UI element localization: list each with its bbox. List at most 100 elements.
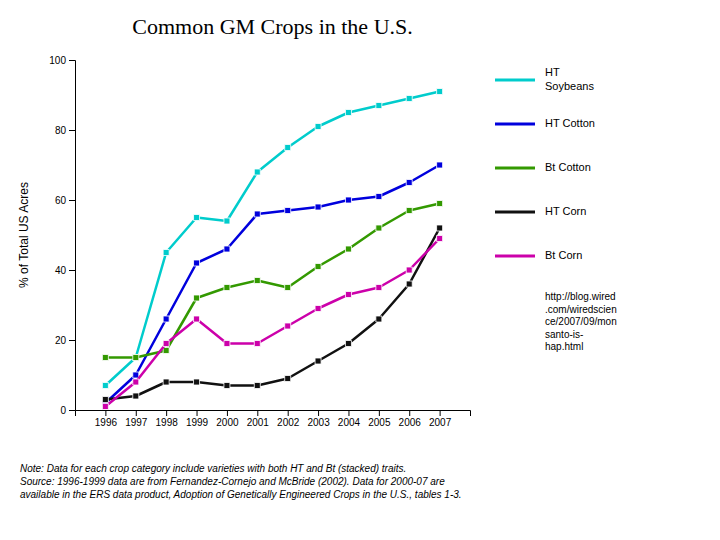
point (285, 323, 291, 329)
point (163, 341, 169, 347)
point (437, 201, 443, 207)
x-tick: 1999 (186, 410, 209, 428)
x-axis: 1996199719981999200020012002200320042005… (76, 410, 471, 428)
x-tick: 2007 (429, 410, 452, 428)
legend-swatch (495, 167, 535, 170)
legend: HTSoybeans HT Cotton Bt Cotton HT Corn Bt Co… (495, 66, 595, 261)
legend-entry: HT Cotton (495, 117, 595, 129)
x-tick-mark (227, 410, 228, 416)
line (105, 165, 439, 403)
point (133, 355, 139, 361)
x-tick-mark (105, 410, 106, 416)
x-tick-label: 1999 (186, 417, 209, 428)
text-line: Source: 1996-1999 data are from Fernande… (20, 476, 445, 487)
point (345, 341, 351, 347)
line (105, 239, 439, 407)
y-tick-mark (69, 410, 75, 411)
point (376, 285, 382, 291)
point (376, 194, 382, 200)
point (102, 355, 108, 361)
legend-label: Bt Corn (545, 249, 582, 261)
point (133, 355, 139, 361)
point (437, 89, 443, 95)
x-tick-label: 2002 (277, 417, 300, 428)
x-tick: 1997 (125, 410, 148, 428)
legend-swatch (495, 211, 535, 214)
y-tick-label: 100 (49, 55, 66, 66)
x-tick-mark (379, 410, 380, 416)
x-tick: 1998 (156, 410, 179, 428)
text-line: santo-is- (545, 329, 583, 340)
point (194, 215, 200, 221)
point (376, 103, 382, 109)
y-axis: 020406080100 (49, 55, 75, 416)
point (102, 383, 108, 389)
title: Common GM Crops in the U.S. (132, 14, 413, 39)
point (406, 281, 412, 287)
legend-swatch (495, 255, 535, 258)
legend-label: Bt Cotton (545, 161, 591, 173)
plot-data (102, 89, 442, 410)
text-line: http://blog.wired (545, 291, 616, 302)
x-tick-mark (197, 410, 198, 416)
x-tick: 2005 (368, 410, 391, 428)
text-line: Note: Data for each crop category includ… (20, 463, 406, 474)
point (345, 197, 351, 203)
point (406, 267, 412, 273)
x-tick-mark (288, 410, 289, 416)
y-axis-line (69, 61, 76, 411)
x-tick-label: 2007 (429, 417, 452, 428)
point (224, 285, 230, 291)
x-tick-mark (348, 410, 349, 416)
y-tick: 40 (55, 265, 75, 276)
point (376, 316, 382, 322)
legend-label: HTSoybeans (545, 66, 594, 91)
point (406, 208, 412, 214)
text-line: hap.html (545, 341, 583, 352)
series (102, 162, 442, 406)
legend-label: HT Corn (545, 205, 586, 217)
x-tick: 2004 (338, 410, 361, 428)
point (285, 145, 291, 151)
x-tick-label: 2004 (338, 417, 361, 428)
point (194, 260, 200, 266)
x-tick-label: 1996 (95, 417, 118, 428)
point (254, 278, 260, 284)
legend-entry: Bt Corn (495, 249, 582, 261)
point (194, 316, 200, 322)
point (254, 169, 260, 175)
chart: 1996199719981999200020012002200320042005… (0, 0, 720, 540)
point (133, 379, 139, 385)
text-line: Soybeans (545, 80, 594, 92)
y-tick-mark (69, 270, 75, 271)
point (376, 225, 382, 231)
point (406, 96, 412, 102)
y-tick-label: 20 (55, 335, 67, 346)
point (285, 285, 291, 291)
point (133, 372, 139, 378)
legend-swatch (495, 79, 535, 82)
x-tick-mark (257, 410, 258, 416)
x-tick-label: 1997 (125, 417, 148, 428)
text-line: Bt Cotton (545, 161, 591, 173)
point (224, 218, 230, 224)
point (345, 110, 351, 116)
legend-label: HT Cotton (545, 117, 595, 129)
x-tick: 1996 (95, 410, 118, 428)
point (163, 379, 169, 385)
point (345, 246, 351, 252)
point (163, 250, 169, 256)
series (102, 236, 442, 410)
point (194, 379, 200, 385)
point (133, 393, 139, 399)
line (105, 228, 439, 400)
x-tick-label: 2006 (399, 417, 422, 428)
point (102, 397, 108, 403)
point (437, 236, 443, 242)
y-tick: 80 (55, 125, 75, 136)
y-tick: 20 (55, 335, 75, 346)
x-tick-mark (409, 410, 410, 416)
source-url: http://blog.wired.com/wiredscience/2007/… (545, 291, 617, 352)
y-tick-label: 40 (55, 265, 67, 276)
text-line: ce/2007/09/mon (545, 316, 617, 327)
